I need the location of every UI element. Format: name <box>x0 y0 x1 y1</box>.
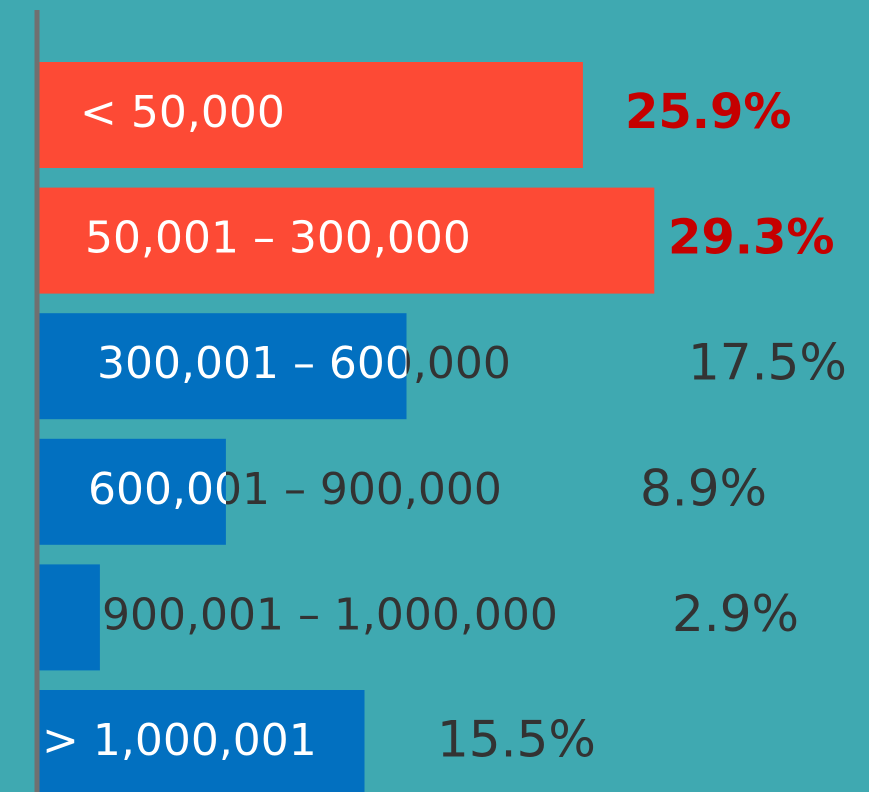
bar <box>39 564 100 671</box>
category-label: 900,001 – 1,000,000 <box>102 589 558 640</box>
value-label: 29.3% <box>668 210 835 266</box>
category-label: 300,001 – 600,000 <box>97 338 511 389</box>
category-label: 600,001 – 900,000 <box>88 464 502 515</box>
bar <box>39 187 655 294</box>
bar <box>39 438 226 545</box>
category-label: < 50,000 <box>80 87 285 138</box>
bar <box>39 62 583 168</box>
category-label: 50,001 – 300,000 <box>85 213 471 264</box>
value-label: 2.9% <box>672 585 799 643</box>
category-label: > 1,000,001 <box>42 715 317 766</box>
value-label: 15.5% <box>437 711 596 769</box>
value-label: 17.5% <box>688 334 847 392</box>
value-label: 8.9% <box>640 459 767 517</box>
bar <box>39 313 407 420</box>
bar <box>39 690 365 792</box>
value-label: 25.9% <box>625 84 792 140</box>
